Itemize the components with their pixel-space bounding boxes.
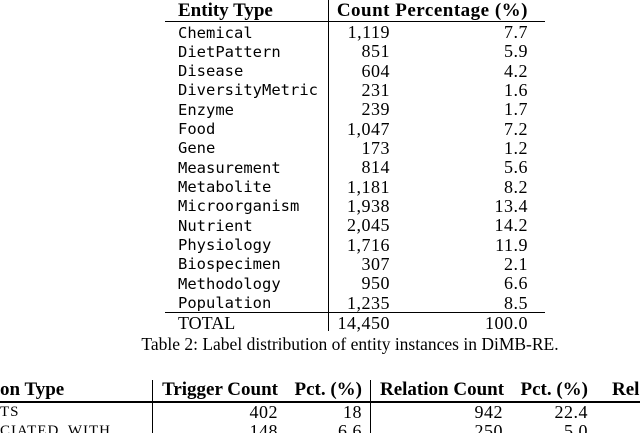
- entity-name: Physiology: [178, 236, 272, 255]
- entity-pct: 4.2: [504, 60, 528, 81]
- table-row: Nutrient 2,045 14.2: [165, 215, 545, 236]
- trigger-pct-value: 18: [343, 402, 362, 422]
- entity-name: Biospecimen: [178, 255, 281, 274]
- relation-pct-header: Pct. (%): [520, 379, 588, 400]
- entity-count: 851: [361, 41, 390, 62]
- entity-pct: 14.2: [494, 215, 528, 236]
- entity-name: DiversityMetric: [178, 81, 318, 100]
- entity-table-header-row: Entity Type Count Percentage (%): [165, 0, 545, 22]
- header-rule: [0, 401, 640, 403]
- entity-count: 1,181: [347, 176, 390, 197]
- entity-table: Entity Type Count Percentage (%) Chemica…: [165, 0, 545, 333]
- entity-count: 1,047: [347, 118, 390, 139]
- relation-name-fragment: CIATED_WITH: [0, 423, 111, 433]
- entity-name: Microorganism: [178, 197, 300, 216]
- entity-count: 2,045: [347, 215, 390, 236]
- table-row: Population 1,235 8.5: [165, 292, 545, 313]
- entity-pct: 8.2: [504, 176, 528, 197]
- entity-name: Enzyme: [178, 100, 234, 119]
- table-row: DietPattern 851 5.9: [165, 41, 545, 62]
- entity-name: Measurement: [178, 158, 281, 177]
- table-row: Disease 604 4.2: [165, 60, 545, 81]
- entity-pct: 5.9: [504, 41, 528, 62]
- percentage-header: Percentage (%): [395, 0, 528, 21]
- total-row: TOTAL 14,450 100.0: [165, 311, 545, 333]
- total-count: 14,450: [337, 312, 390, 333]
- table-row: Metabolite 1,181 8.2: [165, 176, 545, 197]
- entity-count: 1,235: [347, 292, 390, 313]
- trigger-count-value: 148: [249, 421, 278, 433]
- entity-pct: 8.5: [504, 292, 528, 313]
- table-caption: Table 2: Label distribution of entity in…: [141, 334, 559, 354]
- entity-type-header: Entity Type: [178, 0, 273, 21]
- entity-name: Methodology: [178, 274, 281, 293]
- relation-type-header-fragment: on Type: [0, 379, 65, 400]
- entity-count: 1,716: [347, 234, 390, 255]
- table-row: Physiology 1,716 11.9: [165, 234, 545, 255]
- trigger-pct-value: 6.6: [338, 421, 362, 433]
- entity-pct: 1.2: [504, 137, 528, 158]
- entity-pct: 7.7: [504, 22, 528, 42]
- entity-count: 1,119: [347, 22, 390, 42]
- entity-pct: 5.6: [504, 157, 528, 178]
- trigger-count-header: Trigger Count: [162, 379, 278, 400]
- cropped-right-header-fragment: Relat: [612, 379, 640, 400]
- column-divider-rule: [328, 0, 330, 331]
- table-row: Methodology 950 6.6: [165, 273, 545, 294]
- entity-pct: 13.4: [494, 195, 528, 216]
- relation-count-header: Relation Count: [380, 379, 505, 400]
- trigger-pct-header: Pct. (%): [294, 379, 362, 400]
- table-row: Chemical 1,119 7.7: [165, 22, 545, 42]
- entity-count: 1,938: [347, 195, 390, 216]
- entity-count: 307: [361, 253, 390, 274]
- entity-name: DietPattern: [178, 42, 281, 61]
- count-header: Count: [336, 0, 390, 21]
- relation-name-fragment: TS: [0, 404, 20, 420]
- entity-pct: 1.6: [504, 79, 528, 100]
- table-row: Gene 173 1.2: [165, 137, 545, 158]
- entity-name: Chemical: [178, 23, 253, 42]
- table-row: Enzyme 239 1.7: [165, 99, 545, 120]
- entity-pct: 1.7: [504, 99, 528, 120]
- entity-count: 950: [361, 273, 390, 294]
- table-row: Measurement 814 5.6: [165, 157, 545, 178]
- relation-count-value: 942: [474, 402, 503, 422]
- entity-count: 231: [361, 79, 390, 100]
- table-row: DiversityMetric 231 1.6: [165, 79, 545, 100]
- entity-name: Food: [178, 120, 216, 139]
- relation-pct-value: 22.4: [554, 402, 588, 422]
- entity-pct: 11.9: [495, 234, 528, 255]
- entity-count: 814: [361, 157, 390, 178]
- entity-count: 173: [361, 137, 390, 158]
- relation-table: on Type Trigger Count Pct. (%) Relation …: [0, 380, 640, 433]
- entity-pct: 6.6: [504, 273, 528, 294]
- table-row: Microorganism 1,938 13.4: [165, 195, 545, 216]
- column-divider-rule: [370, 380, 372, 433]
- column-divider-rule: [152, 380, 154, 433]
- total-pct: 100.0: [485, 312, 528, 333]
- table-row: Biospecimen 307 2.1: [165, 253, 545, 274]
- entity-name: Nutrient: [178, 216, 253, 235]
- entity-count: 239: [361, 99, 390, 120]
- relation-pct-value: 5.0: [564, 421, 588, 433]
- entity-name: Disease: [178, 62, 244, 81]
- entity-pct: 7.2: [504, 118, 528, 139]
- entity-count: 604: [361, 60, 390, 81]
- entity-name: Metabolite: [178, 178, 272, 197]
- entity-name: Gene: [178, 139, 216, 158]
- entity-pct: 2.1: [504, 253, 528, 274]
- trigger-count-value: 402: [249, 402, 278, 422]
- table-row: Food 1,047 7.2: [165, 118, 545, 139]
- entity-name: Population: [178, 294, 272, 313]
- relation-count-value: 250: [474, 421, 503, 433]
- total-label: TOTAL: [178, 312, 236, 333]
